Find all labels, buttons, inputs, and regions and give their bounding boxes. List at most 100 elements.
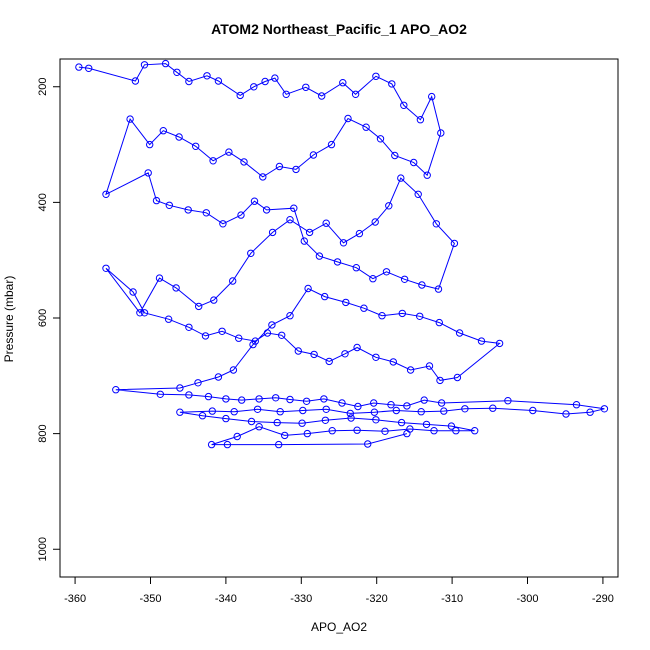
data-point xyxy=(192,142,200,151)
data-point xyxy=(185,391,193,399)
data-point xyxy=(272,394,280,402)
data-point xyxy=(201,332,210,340)
data-point xyxy=(437,399,446,407)
data-point xyxy=(112,386,120,394)
x-tick-label: -290 xyxy=(592,593,614,605)
data-point xyxy=(371,218,379,226)
data-point xyxy=(302,83,310,92)
data-point xyxy=(152,196,161,205)
data-point xyxy=(247,417,256,426)
data-point xyxy=(136,309,144,317)
data-point xyxy=(321,292,329,301)
data-point xyxy=(362,123,370,131)
data-point xyxy=(185,323,193,331)
data-point xyxy=(159,127,168,135)
data-point xyxy=(198,412,207,420)
data-point xyxy=(529,406,537,415)
data-point xyxy=(400,101,408,110)
data-point xyxy=(440,407,448,415)
data-point xyxy=(185,77,193,86)
data-point xyxy=(225,148,233,156)
data-point xyxy=(276,408,284,416)
data-point xyxy=(354,402,362,411)
data-point xyxy=(376,135,385,143)
data-point xyxy=(461,405,469,413)
data-point xyxy=(342,298,350,307)
data-point xyxy=(229,366,238,374)
data-point xyxy=(175,133,183,141)
data-point xyxy=(360,304,368,312)
data-point xyxy=(389,358,397,366)
data-point xyxy=(392,406,400,415)
data-point xyxy=(156,390,165,398)
data-point xyxy=(172,284,180,292)
series-line xyxy=(78,63,605,446)
data-point xyxy=(370,408,379,416)
data-point xyxy=(352,264,360,272)
data-point xyxy=(202,209,211,217)
data-point xyxy=(378,312,386,320)
data-point xyxy=(414,190,422,199)
data-point xyxy=(268,228,277,237)
data-point xyxy=(428,92,436,101)
data-point xyxy=(286,312,294,320)
data-point xyxy=(85,64,93,73)
data-point xyxy=(233,432,241,441)
data-point xyxy=(418,281,426,289)
data-point xyxy=(247,249,255,258)
data-point xyxy=(218,327,226,335)
data-point xyxy=(184,206,192,214)
data-point xyxy=(397,174,405,182)
data-point xyxy=(416,116,425,124)
data-point xyxy=(437,129,445,137)
y-tick-label: 200 xyxy=(37,78,49,96)
data-point xyxy=(430,427,438,435)
data-point xyxy=(471,427,479,435)
data-point xyxy=(410,158,418,167)
data-point xyxy=(140,61,149,69)
data-point xyxy=(229,277,237,285)
data-point xyxy=(286,216,294,224)
data-point xyxy=(387,401,395,409)
data-point xyxy=(420,396,428,404)
data-point xyxy=(318,92,326,100)
data-point xyxy=(435,318,443,327)
data-point xyxy=(146,140,154,149)
data-point xyxy=(195,302,203,311)
data-point xyxy=(75,63,83,71)
data-point xyxy=(204,392,213,401)
data-point xyxy=(586,408,594,416)
data-point xyxy=(294,347,302,355)
data-point xyxy=(131,77,140,85)
data-point xyxy=(416,312,424,320)
x-tick-label: -310 xyxy=(441,593,463,605)
x-tick-label: -350 xyxy=(139,593,161,605)
data-point xyxy=(477,337,486,345)
data-point xyxy=(372,353,380,361)
data-point xyxy=(140,309,149,317)
data-point xyxy=(504,397,512,405)
data-point xyxy=(255,423,263,431)
data-point xyxy=(302,397,311,405)
plot-area xyxy=(75,59,609,449)
data-point xyxy=(126,115,134,123)
data-point xyxy=(562,410,570,418)
data-point xyxy=(249,340,257,349)
data-point xyxy=(214,373,223,381)
data-point xyxy=(194,379,202,387)
data-point xyxy=(325,357,333,366)
data-point xyxy=(341,350,349,358)
data-point xyxy=(240,158,248,166)
data-point xyxy=(422,420,431,429)
data-point xyxy=(400,275,409,283)
data-point xyxy=(250,83,258,91)
data-point xyxy=(268,321,276,329)
data-point xyxy=(129,288,137,296)
data-point xyxy=(165,201,174,210)
data-point xyxy=(250,197,259,205)
data-point xyxy=(327,140,336,149)
data-point xyxy=(238,396,246,404)
data-point xyxy=(223,440,232,449)
data-point xyxy=(322,405,330,413)
data-point xyxy=(176,384,184,392)
